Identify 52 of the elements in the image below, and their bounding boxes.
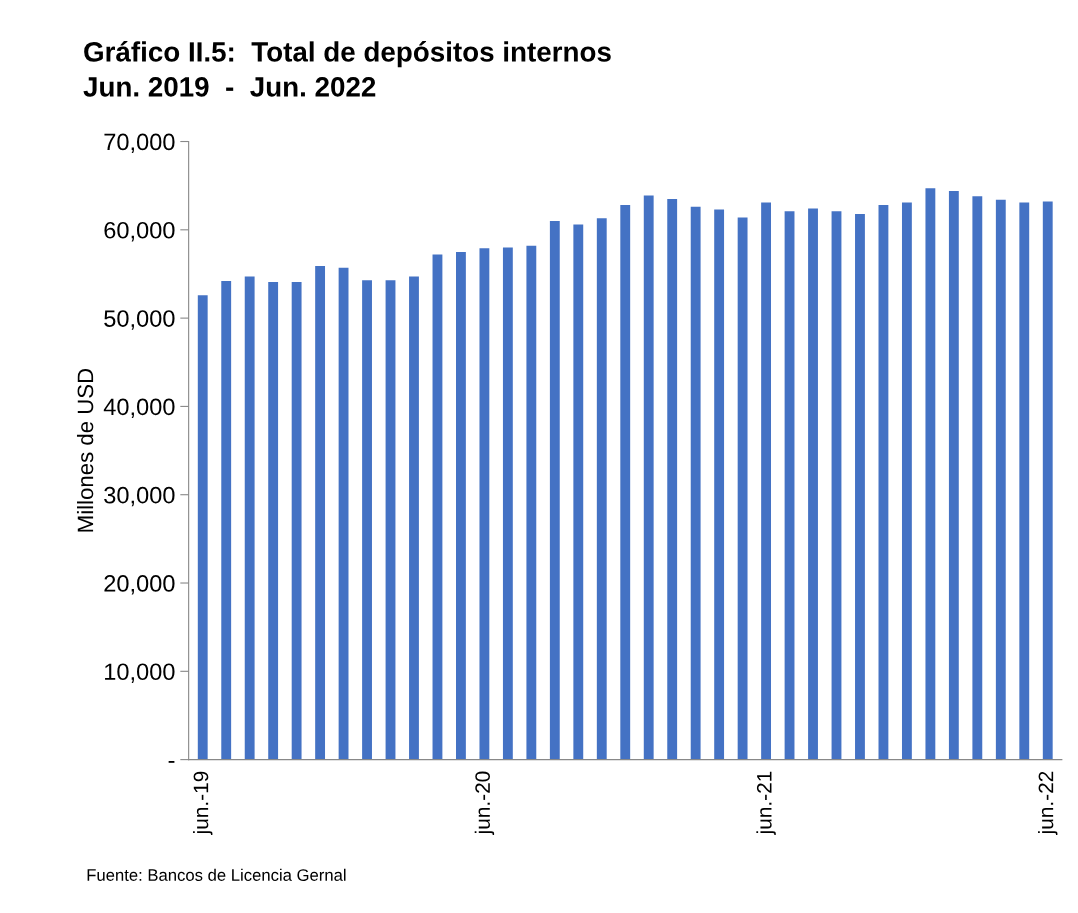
chart-title: Gráfico II.5: Total de depósitos internos Jun. 2019 - Jun. 2022 <box>83 41 611 97</box>
x-tick-label: jun.-22 <box>1038 771 1058 835</box>
bar <box>502 247 513 760</box>
y-tick-label: 60,000 <box>104 221 175 242</box>
x-tick-label: jun.-19 <box>193 771 213 835</box>
bar <box>714 209 725 760</box>
bar <box>808 208 818 760</box>
bar <box>925 188 936 760</box>
bar <box>479 248 490 760</box>
bar <box>596 218 607 760</box>
bar <box>456 251 466 760</box>
bar <box>948 190 959 760</box>
bar <box>291 281 302 760</box>
bar <box>549 220 560 760</box>
bar <box>972 196 983 760</box>
y-tick-label: 70,000 <box>104 133 175 154</box>
bar <box>221 281 232 760</box>
bar <box>385 280 396 760</box>
bar <box>409 276 419 760</box>
bar <box>1019 202 1030 760</box>
bar <box>901 202 912 760</box>
bar <box>690 206 701 760</box>
bar <box>268 281 279 760</box>
bar <box>831 211 842 760</box>
x-tick-label: jun.-20 <box>474 771 495 835</box>
y-axis-title: Millones de USD <box>76 368 94 532</box>
source-note: Fuente: Bancos de Licencia Gernal <box>87 868 346 881</box>
bar <box>362 280 372 760</box>
bar <box>737 217 748 760</box>
bar <box>995 199 1006 760</box>
y-tick-label: 50,000 <box>104 310 175 330</box>
y-tick-label: 30,000 <box>104 486 175 507</box>
y-tick-label: 20,000 <box>104 575 175 595</box>
y-tick-label: - <box>168 760 175 763</box>
bar <box>620 205 631 760</box>
bar <box>315 266 326 760</box>
bar <box>878 205 889 760</box>
bar <box>244 276 255 760</box>
x-tick-label: jun.-21 <box>756 771 776 835</box>
bar <box>643 195 654 760</box>
y-tick-label: 10,000 <box>105 663 175 683</box>
bar <box>197 295 208 760</box>
bar <box>1042 201 1053 760</box>
y-tick-label: 40,000 <box>103 398 175 418</box>
bar <box>432 254 443 760</box>
bar <box>855 213 865 760</box>
bar <box>667 198 678 760</box>
bar <box>338 267 349 760</box>
bar <box>526 245 537 760</box>
bar <box>573 224 584 760</box>
bar <box>784 211 795 760</box>
bar <box>761 202 771 760</box>
